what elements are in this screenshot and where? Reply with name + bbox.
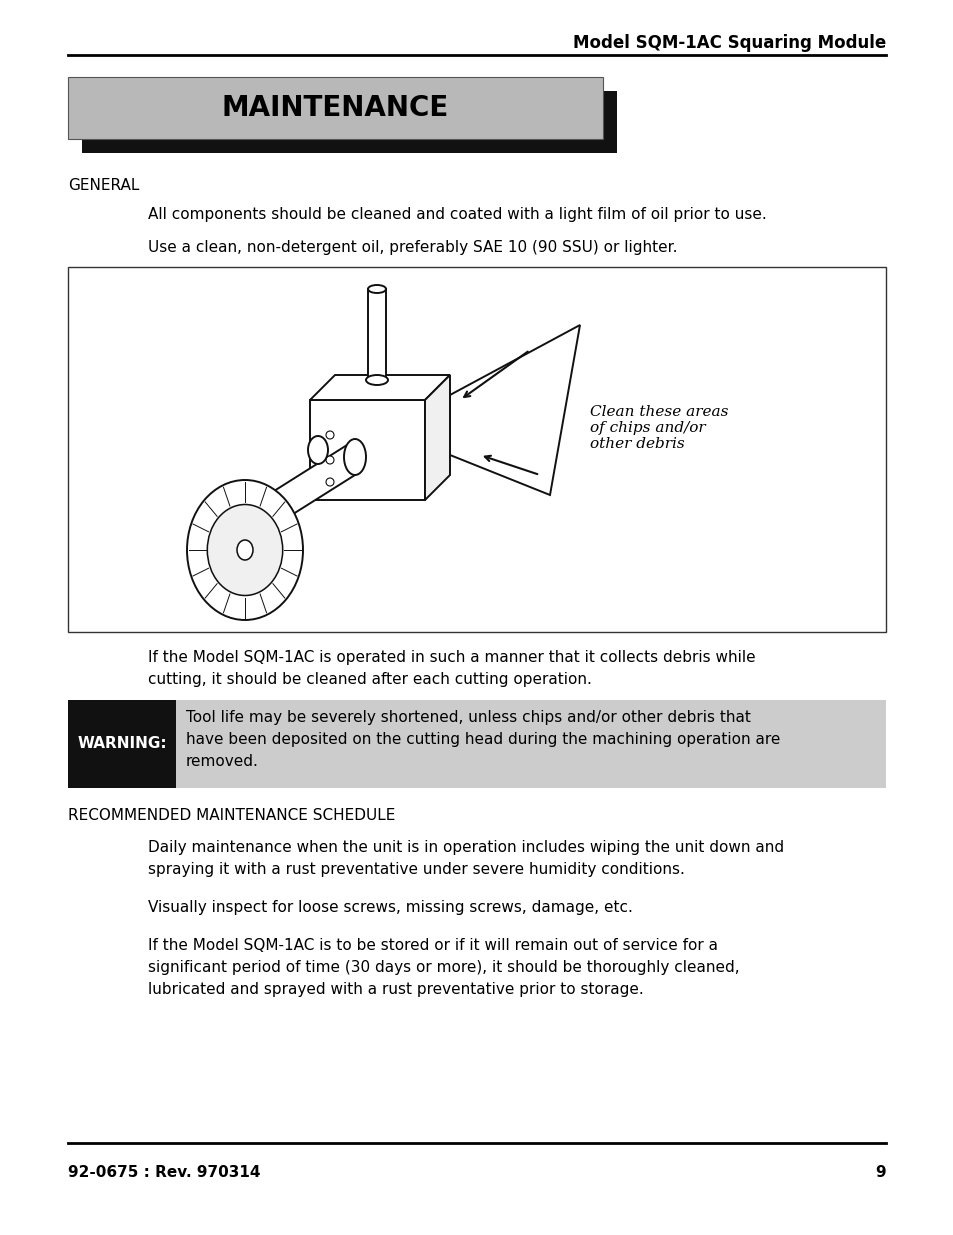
Text: Daily maintenance when the unit is in operation includes wiping the unit down an: Daily maintenance when the unit is in op…	[148, 840, 783, 855]
Text: GENERAL: GENERAL	[68, 178, 139, 193]
Text: have been deposited on the cutting head during the machining operation are: have been deposited on the cutting head …	[186, 732, 780, 747]
Circle shape	[326, 478, 334, 487]
Text: MAINTENANCE: MAINTENANCE	[222, 94, 449, 122]
Circle shape	[326, 431, 334, 438]
Ellipse shape	[236, 540, 253, 559]
Text: significant period of time (30 days or more), it should be thoroughly cleaned,: significant period of time (30 days or m…	[148, 960, 739, 974]
Text: If the Model SQM-1AC is operated in such a manner that it collects debris while: If the Model SQM-1AC is operated in such…	[148, 650, 755, 664]
Bar	[68, 267, 885, 632]
Text: Model SQM-1AC Squaring Module: Model SQM-1AC Squaring Module	[572, 35, 885, 52]
Circle shape	[326, 456, 334, 464]
Ellipse shape	[308, 436, 328, 464]
Text: WARNING:: WARNING:	[77, 736, 167, 752]
Polygon shape	[310, 375, 450, 400]
Text: 92-0675 : Rev. 970314: 92-0675 : Rev. 970314	[68, 1165, 260, 1179]
Bar	[310, 400, 424, 500]
Ellipse shape	[366, 375, 388, 385]
Ellipse shape	[187, 480, 303, 620]
Text: RECOMMENDED MAINTENANCE SCHEDULE: RECOMMENDED MAINTENANCE SCHEDULE	[68, 808, 395, 823]
Polygon shape	[424, 375, 450, 500]
Text: Visually inspect for loose screws, missing screws, damage, etc.: Visually inspect for loose screws, missi…	[148, 900, 632, 915]
Bar	[68, 77, 602, 140]
Polygon shape	[450, 325, 579, 495]
Text: Tool life may be severely shortened, unless chips and/or other debris that: Tool life may be severely shortened, unl…	[186, 710, 750, 725]
Bar	[368, 289, 386, 380]
Bar	[68, 700, 885, 788]
Polygon shape	[254, 440, 355, 538]
Text: Clean these areas
of chips and/or
other debris: Clean these areas of chips and/or other …	[589, 405, 728, 452]
Text: spraying it with a rust preventative under severe humidity conditions.: spraying it with a rust preventative und…	[148, 862, 684, 877]
Text: lubricated and sprayed with a rust preventative prior to storage.: lubricated and sprayed with a rust preve…	[148, 982, 643, 997]
Text: 9: 9	[875, 1165, 885, 1179]
Ellipse shape	[368, 285, 386, 293]
Polygon shape	[82, 91, 617, 153]
Bar	[68, 700, 175, 788]
Text: removed.: removed.	[186, 755, 258, 769]
Text: Use a clean, non-detergent oil, preferably SAE 10 (90 SSU) or lighter.: Use a clean, non-detergent oil, preferab…	[148, 240, 677, 254]
Text: All components should be cleaned and coated with a light film of oil prior to us: All components should be cleaned and coa…	[148, 207, 766, 222]
Ellipse shape	[207, 505, 282, 595]
Ellipse shape	[344, 438, 366, 475]
Text: cutting, it should be cleaned after each cutting operation.: cutting, it should be cleaned after each…	[148, 672, 591, 687]
Text: If the Model SQM-1AC is to be stored or if it will remain out of service for a: If the Model SQM-1AC is to be stored or …	[148, 939, 718, 953]
